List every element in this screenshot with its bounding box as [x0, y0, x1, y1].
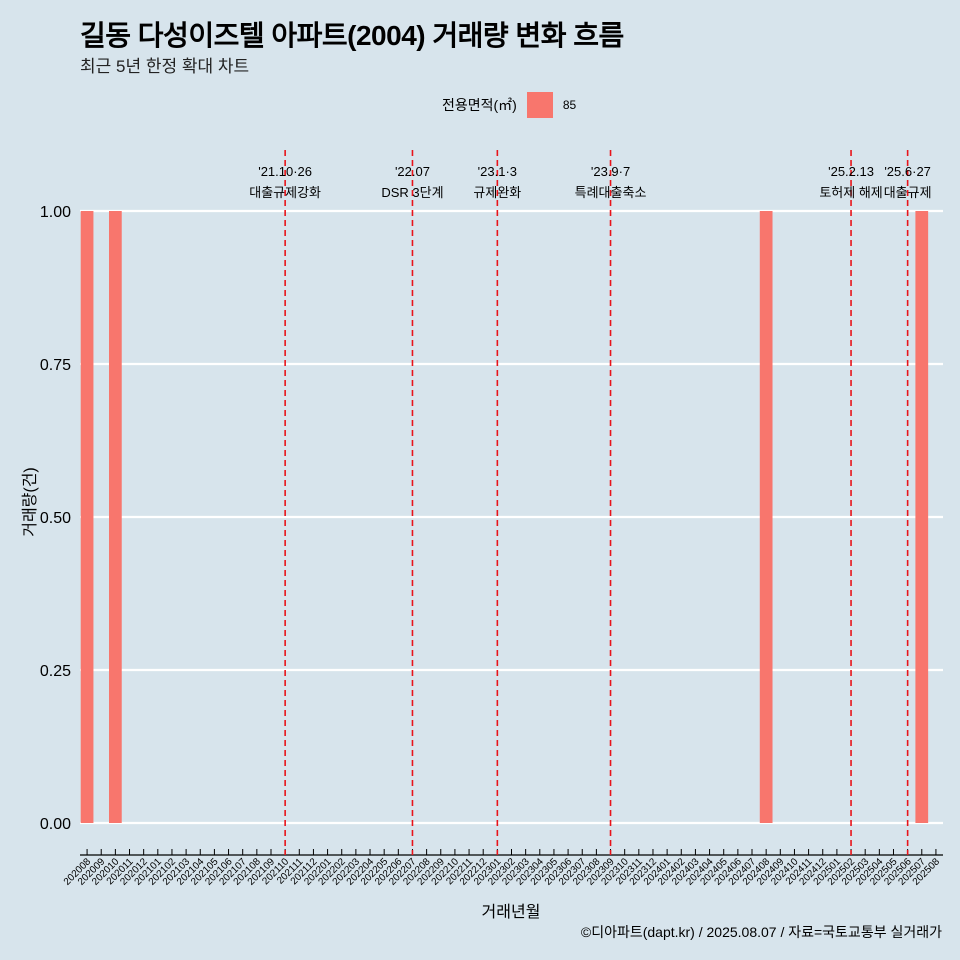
event-desc-label: 특례대출축소 [575, 185, 647, 200]
event-date-label: '23.1·3 [478, 164, 517, 179]
event-desc-label: 대출규제 [884, 185, 932, 200]
event-desc-label: 규제완화 [473, 185, 521, 200]
event-date-label: '23.9·7 [591, 164, 630, 179]
source-caption: ©디아파트(dapt.kr) / 2025.08.07 / 자료=국토교통부 실… [580, 924, 942, 940]
y-axis-label: 거래량(건) [22, 467, 39, 537]
legend-swatch [526, 92, 553, 118]
bar [109, 211, 122, 823]
y-tick-label: 0.25 [40, 663, 71, 680]
y-tick-label: 0.75 [40, 357, 71, 374]
legend-item-label: 85 [562, 98, 577, 112]
x-axis-label: 거래년월 [481, 904, 541, 921]
bar [80, 211, 94, 823]
legend: 전용면적(㎡) 85 [442, 92, 576, 118]
event-date-label: '25.2.13 [828, 164, 874, 179]
event-desc-label: 토허제 해제 [819, 185, 882, 200]
event-desc-label: 대출규제강화 [249, 185, 321, 200]
event-desc-label: DSR 3단계 [381, 185, 443, 200]
legend-title: 전용면적(㎡) [442, 97, 517, 113]
event-date-label: '25.6·27 [884, 164, 931, 179]
chart-title: 길동 다성이즈텔 아파트(2004) 거래량 변화 흐름 [80, 20, 624, 51]
bar [759, 211, 773, 823]
chart-subtitle: 최근 5년 한정 확대 차트 [80, 57, 250, 76]
event-date-label: '22.07 [395, 164, 430, 179]
y-tick-label: 0.00 [40, 816, 71, 833]
y-tick-label: 0.50 [40, 510, 71, 527]
event-date-label: '21.10·26 [258, 164, 312, 179]
bar [915, 211, 929, 823]
y-tick-label: 1.00 [40, 204, 71, 221]
